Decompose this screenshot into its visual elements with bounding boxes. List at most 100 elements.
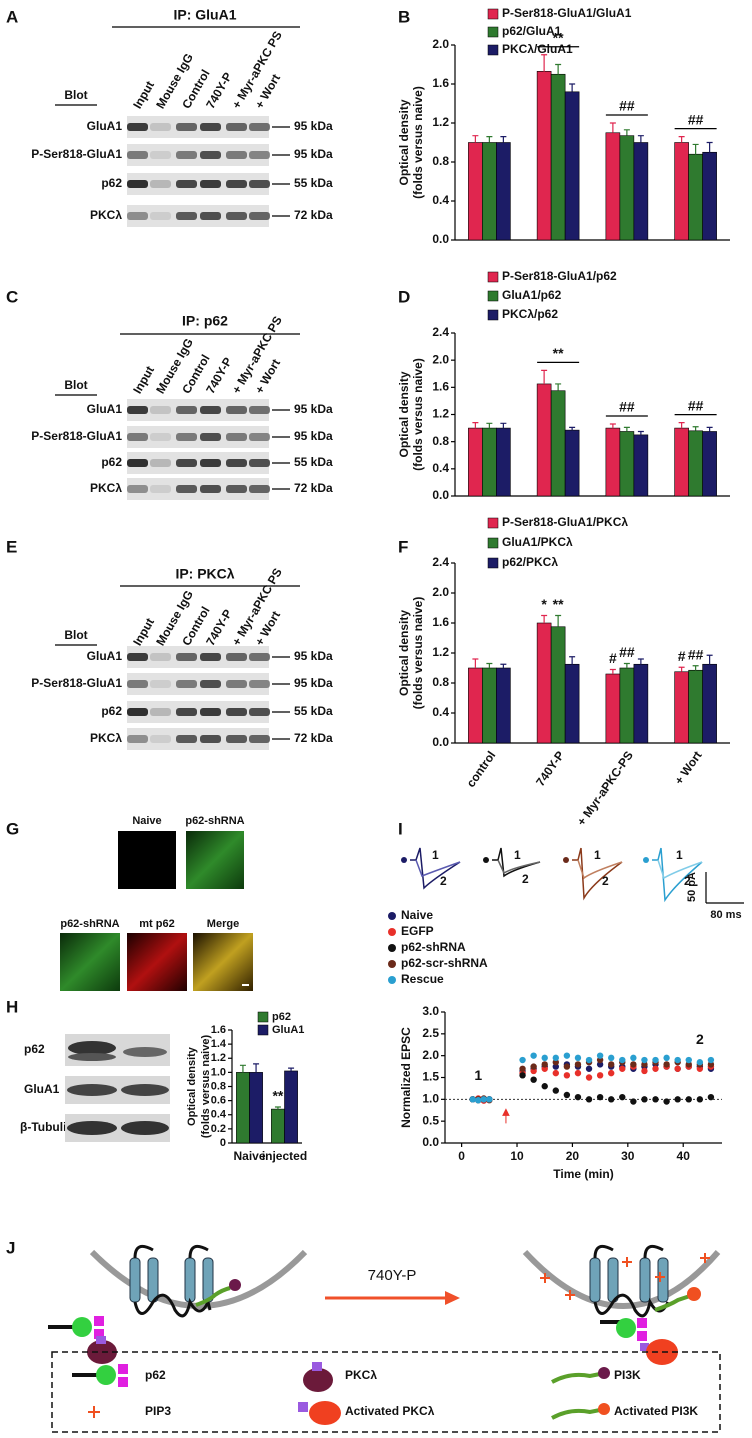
legend-text: Activated PI3K: [614, 1404, 698, 1418]
data-point: [641, 1056, 648, 1064]
error-bar: [609, 423, 616, 429]
error-bar: [486, 136, 493, 143]
blot-band: [226, 212, 247, 220]
y-tick-label: 1.6: [432, 380, 449, 394]
data-point: [619, 1093, 626, 1101]
blot-band: [200, 653, 221, 661]
kda-label: 55 kDa: [294, 704, 333, 718]
micrograph: [60, 933, 120, 991]
annotation: **: [553, 29, 564, 45]
error-bar: [637, 658, 644, 665]
data-point: [652, 1065, 659, 1072]
blot-row-label: p62: [101, 455, 122, 469]
blot-band: [249, 708, 270, 716]
trace-label: 1: [514, 848, 521, 862]
bar: [702, 151, 717, 241]
stimulus-arrow: [502, 1108, 510, 1124]
bar: [702, 431, 717, 497]
bar: [468, 427, 483, 497]
y-tick-label: 0.8: [432, 434, 449, 448]
blot-band: [226, 123, 247, 131]
blot-row-label: p62: [24, 1042, 45, 1056]
annotation: **: [553, 345, 564, 361]
kda-label: 95 kDa: [294, 119, 333, 133]
legend-swatch: [487, 517, 499, 529]
y-tick-label: 1.2: [432, 645, 449, 659]
kda-label: 95 kDa: [294, 676, 333, 690]
blot-band: [200, 212, 221, 220]
y-tick-label: 1.6: [211, 1024, 226, 1036]
y-tick-label: 0.8: [432, 154, 449, 168]
x-axis-label: Time (min): [553, 1167, 613, 1181]
blot-band: [176, 151, 197, 159]
error-bar: [623, 426, 630, 432]
y-tick-label: 1.0: [422, 1092, 439, 1106]
blot-band: [127, 433, 148, 441]
legend-icons: [72, 1362, 610, 1425]
data-point: [608, 1054, 615, 1062]
blot-strip: [127, 399, 269, 421]
blot-band: [176, 123, 197, 131]
annotation: *: [541, 596, 547, 612]
bar: [468, 667, 483, 744]
x-tick-label: 10: [510, 1149, 524, 1163]
x-tick-label: 30: [621, 1149, 635, 1163]
data-point: [563, 1072, 571, 1079]
blot-band: [249, 735, 270, 743]
error-bar: [472, 422, 479, 429]
y-tick-label: 0.5: [422, 1113, 439, 1127]
legend-label: p62-shRNA: [401, 940, 466, 954]
error-bar: [541, 54, 548, 72]
y-tick-label: 0.8: [432, 675, 449, 689]
error-bar: [555, 63, 562, 75]
blot-band: [226, 180, 247, 188]
annotation: 1: [474, 1067, 482, 1083]
bar: [496, 427, 511, 497]
x-tick-label: + Wort: [672, 749, 705, 788]
legend-label: P-Ser818-GluA1/GluA1: [502, 6, 632, 20]
blot-band: [150, 708, 171, 716]
y-tick-label: 0.8: [211, 1080, 226, 1092]
y-tick-label: 0.0: [432, 735, 449, 749]
legend-label: p62/GluA1: [502, 24, 562, 38]
data-point: [563, 1091, 571, 1099]
data-point: [469, 1096, 476, 1103]
data-point: [475, 1097, 482, 1104]
ip-label: IP: PKCλ: [175, 566, 234, 582]
micrograph: [127, 933, 187, 991]
bar: [633, 434, 649, 497]
y-axis-label: Optical density: [186, 1046, 198, 1126]
blot-strip: [127, 205, 269, 227]
blot-band: [150, 406, 171, 414]
micrograph: [186, 831, 244, 889]
y-axis-label: Optical density: [397, 610, 411, 696]
y-tick-label: 0.0: [432, 232, 449, 246]
error-bar: [555, 383, 562, 391]
blot-strip: [127, 452, 269, 474]
blot-band: [150, 680, 171, 688]
blot-band: [127, 680, 148, 688]
blot-band: [249, 680, 270, 688]
blot-image: [65, 1034, 170, 1142]
legend-text: PI3K: [614, 1368, 641, 1382]
trace: 1 2: [401, 847, 461, 890]
blot-band: [176, 680, 197, 688]
error-bar: [692, 426, 699, 431]
blot-row-label: GluA1: [87, 649, 123, 663]
bar: [536, 71, 552, 241]
error-bar: [274, 1106, 281, 1110]
bar: [688, 430, 703, 497]
error-bar: [569, 426, 576, 431]
trace-label: 2: [684, 874, 691, 888]
blot-row-label: PKCλ: [90, 481, 122, 495]
data-point: [519, 1065, 526, 1072]
blot-strip: [127, 426, 269, 448]
error-bar: [678, 136, 685, 143]
bar: [619, 135, 635, 241]
error-bar: [288, 1067, 295, 1071]
annotation: ##: [619, 98, 635, 114]
blot-band: [150, 459, 171, 467]
data-point: [596, 1093, 604, 1101]
blot-band: [200, 151, 221, 159]
bar: [688, 669, 703, 744]
